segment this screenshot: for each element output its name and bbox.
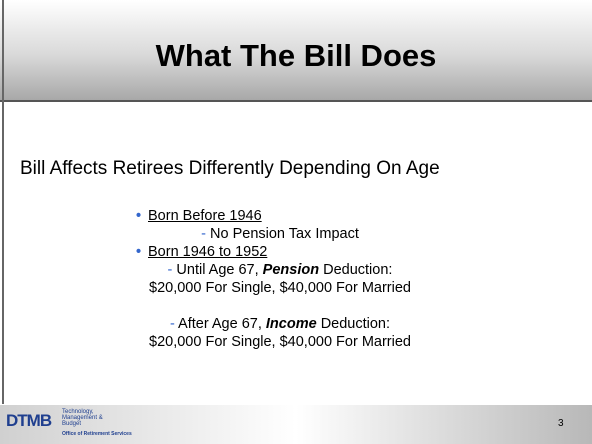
bullet: • Born 1946 to 1952 — [100, 243, 460, 261]
sub-item: - No Pension Tax Impact — [100, 225, 460, 243]
department: Technology, Management & Budget — [62, 409, 103, 427]
bullet-list: • Born Before 1946- No Pension Tax Impact… — [100, 207, 460, 351]
footer: DTMB Technology, Management & Budget Offic… — [0, 405, 592, 444]
text-run: $20,000 For Single, $40,000 For Married — [149, 334, 411, 350]
text-run: After Age 67, — [178, 316, 266, 332]
sub-line: $20,000 For Single, $40,000 For Married — [100, 333, 460, 351]
bullet-dot: • — [136, 208, 142, 224]
text-run: No Pension Tax Impact — [210, 226, 359, 242]
slide-title: What The Bill Does — [155, 38, 437, 73]
sub-line: - After Age 67, Income Deduction: — [100, 315, 460, 333]
page-number: 3 — [558, 418, 564, 429]
department-line: Management & — [62, 415, 103, 421]
sub-item: - After Age 67, Income Deduction: $20,000… — [100, 315, 460, 351]
dash: - — [169, 316, 175, 332]
emphasis: Income — [265, 316, 317, 332]
bullet: • Born Before 1946 — [100, 207, 460, 225]
department-line: Budget — [62, 421, 82, 427]
bullet-heading: Born 1946 to 1952 — [148, 244, 268, 260]
dash: - — [167, 262, 173, 278]
header-band — [0, 0, 592, 102]
logo: DTMB — [6, 411, 52, 430]
bullet-dot: • — [136, 244, 142, 260]
dash: - — [201, 226, 206, 242]
emphasis: Pension — [262, 262, 320, 278]
sub-line: $20,000 For Single, $40,000 For Married — [100, 279, 460, 297]
sub-line: - No Pension Tax Impact — [100, 225, 460, 243]
department-line: Technology, — [62, 409, 94, 415]
left-rule — [2, 0, 4, 404]
text-run: Deduction: — [319, 262, 393, 278]
text-run: Until Age 67, — [176, 262, 263, 278]
text-run: Deduction: — [316, 316, 391, 332]
text-run: $20,000 For Single, $40,000 For Married — [149, 280, 411, 296]
sub-item: - Until Age 67, Pension Deduction: $20,00… — [100, 261, 460, 297]
bullet-heading: Born Before 1946 — [148, 208, 262, 224]
sub-line: - Until Age 67, Pension Deduction: — [100, 261, 460, 279]
office: Office of Retirement Services — [62, 431, 132, 437]
intro-text: Bill Affects Retirees Differently Depend… — [20, 158, 440, 179]
